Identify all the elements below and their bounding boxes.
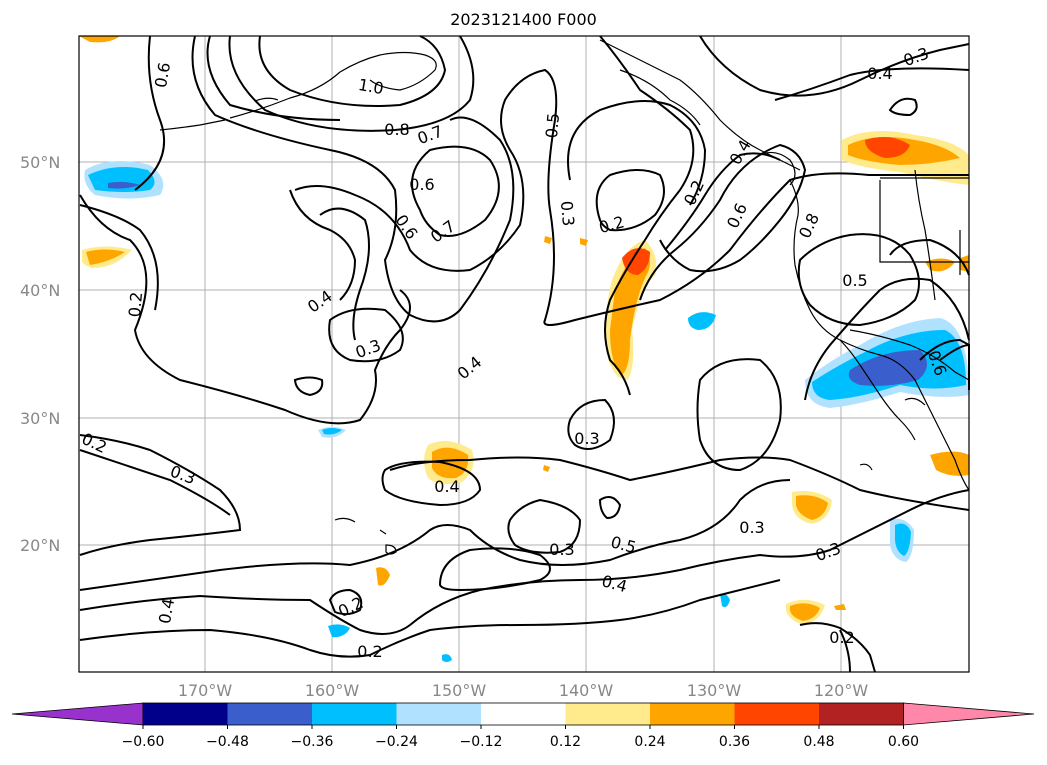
coastlines	[159, 39, 970, 555]
lon-label: 130°W	[687, 681, 742, 700]
lat-label: 30°N	[20, 409, 60, 428]
colorbar-segment	[143, 703, 228, 725]
contour-label: 0.3	[739, 518, 764, 537]
colorbar-segment	[227, 703, 312, 725]
colorbar-tick-label: 0.48	[803, 734, 834, 750]
contour-label: 0.6	[151, 61, 174, 89]
contour-label: 0.3	[574, 429, 599, 448]
contour-label: 0.4	[434, 477, 459, 496]
colorbar-segment	[650, 703, 735, 725]
colorbar-tick-label: 0.12	[550, 734, 581, 750]
lat-label: 40°N	[20, 281, 60, 300]
map-title: 2023121400 F000	[450, 10, 597, 29]
colorbar-tick-label: −0.24	[375, 734, 418, 750]
contour-label: 0.2	[357, 642, 382, 661]
contour-label: 0.6	[409, 175, 434, 194]
contour-label: 0.3	[557, 200, 578, 227]
lon-label: 170°W	[178, 681, 233, 700]
contour-label: 0.2	[125, 291, 146, 318]
colorbar-tick-label: −0.60	[122, 734, 165, 750]
longitude-labels: 170°W 160°W 150°W 140°W 130°W 120°W	[178, 681, 869, 700]
contour-label: 0.4	[155, 597, 178, 625]
graticule	[79, 36, 969, 672]
contour-label: 0.4	[867, 64, 892, 83]
contour-label: 0.5	[842, 271, 867, 290]
map-background	[79, 36, 969, 672]
lat-label: 20°N	[20, 536, 60, 555]
colorbar-segment	[819, 703, 904, 725]
colorbar-tick-label: 0.24	[634, 734, 665, 750]
colorbar-segment	[396, 703, 481, 725]
contour-label: 0.3	[549, 540, 574, 559]
lon-label: 160°W	[305, 681, 360, 700]
colorbar-segment	[734, 703, 819, 725]
colorbar-segment	[481, 703, 566, 725]
contour-label: 1.0	[357, 75, 385, 98]
colorbar-extend-high	[903, 702, 1035, 726]
colorbar-tick-label: 0.36	[719, 734, 750, 750]
lon-label: 120°W	[814, 681, 869, 700]
colorbar-segment	[565, 703, 650, 725]
contour-lines	[79, 35, 970, 673]
colorbar-segment	[312, 703, 397, 725]
colorbar-outline	[142, 702, 904, 726]
colorbar: −0.60 −0.48 −0.36 −0.24 −0.12 0.12 0.24 0.36 0.4…	[11, 702, 1035, 750]
lon-label: 150°W	[432, 681, 487, 700]
map-border	[78, 35, 970, 673]
latitude-labels: 50°N 40°N 30°N 20°N	[20, 153, 60, 555]
colorbar-tick-label: 0.60	[888, 734, 919, 750]
colorbar-extend-low	[11, 702, 144, 726]
lat-label: 50°N	[20, 153, 60, 172]
contour-label: 0.8	[384, 120, 409, 139]
contour-label: 0.5	[542, 112, 563, 139]
colorbar-tick-label: −0.12	[460, 734, 503, 750]
lon-label: 140°W	[559, 681, 614, 700]
colorbar-tick-label: −0.48	[206, 734, 249, 750]
colorbar-tick-label: −0.36	[291, 734, 334, 750]
contour-label: 0.2	[829, 628, 854, 647]
